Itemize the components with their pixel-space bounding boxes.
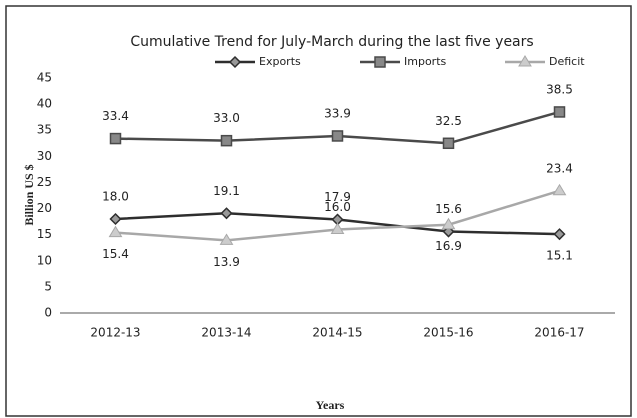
marker <box>553 106 566 118</box>
x-axis-label: Years <box>316 398 345 412</box>
legend-marker <box>374 56 386 68</box>
marker <box>331 130 344 142</box>
marker <box>220 134 233 147</box>
chart-title: Cumulative Trend for July-March during t… <box>130 34 533 50</box>
data-label: 15.4 <box>102 247 129 261</box>
data-label: 33.4 <box>102 109 129 123</box>
legend-label: Imports <box>404 55 447 68</box>
data-label: 32.5 <box>435 114 462 128</box>
legend-label: Deficit <box>549 55 585 68</box>
marker <box>219 233 234 245</box>
y-axis-label: Billion US $ <box>22 164 36 225</box>
x-tick-label: 2015-16 <box>423 326 473 340</box>
x-tick-label: 2016-17 <box>534 326 584 340</box>
data-label: 15.6 <box>435 202 462 216</box>
y-tick-label: 40 <box>37 97 52 111</box>
marker <box>108 225 123 238</box>
data-label: 33.9 <box>324 106 351 120</box>
marker <box>553 228 566 241</box>
marker <box>552 183 567 196</box>
y-tick-label: 20 <box>37 201 52 215</box>
data-label: 16.0 <box>324 200 351 214</box>
data-label: 38.5 <box>546 82 573 96</box>
x-tick-label: 2013-14 <box>201 326 251 340</box>
marker <box>442 225 455 238</box>
data-label: 33.0 <box>213 111 240 125</box>
legend-marker <box>518 55 532 67</box>
marker <box>109 212 122 226</box>
marker <box>220 207 233 220</box>
marker <box>441 217 456 230</box>
y-tick-label: 45 <box>37 71 52 85</box>
marker <box>109 132 122 145</box>
data-label: 17.9 <box>324 190 351 204</box>
x-tick-label: 2014-15 <box>312 326 362 340</box>
y-tick-label: 35 <box>37 123 52 137</box>
data-label: 18.0 <box>102 190 129 204</box>
y-tick-label: 30 <box>37 149 52 163</box>
frame <box>5 5 632 417</box>
y-tick-label: 10 <box>37 253 52 267</box>
y-tick-label: 15 <box>37 227 52 241</box>
data-label: 15.1 <box>546 249 573 263</box>
data-label: 23.4 <box>546 161 573 175</box>
data-label: 16.9 <box>435 239 462 253</box>
x-tick-label: 2012-13 <box>90 326 140 340</box>
data-label: 13.9 <box>213 255 240 269</box>
legend-marker <box>228 55 242 69</box>
y-tick-label: 25 <box>37 175 52 189</box>
marker <box>442 137 455 150</box>
data-label: 19.1 <box>213 184 240 198</box>
y-tick-label: 5 <box>44 279 52 293</box>
marker <box>330 222 345 234</box>
legend-label: Exports <box>259 55 301 68</box>
y-tick-label: 0 <box>44 306 52 320</box>
